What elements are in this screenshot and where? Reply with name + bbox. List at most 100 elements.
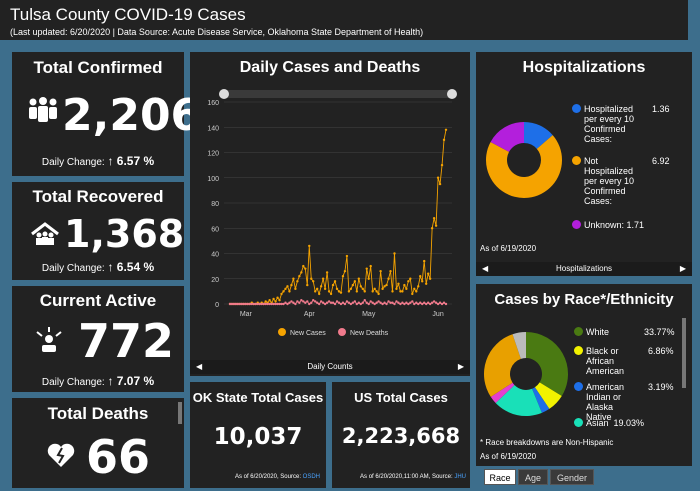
new-cases-point xyxy=(349,287,353,291)
new-cases-point xyxy=(379,269,382,273)
new-cases-point xyxy=(393,252,396,255)
new-cases-point xyxy=(381,287,384,291)
chevron-right-icon[interactable]: ▶ xyxy=(679,264,686,273)
new-cases-point xyxy=(345,254,349,258)
new-deaths-point xyxy=(315,301,319,304)
new-deaths-point xyxy=(317,302,321,306)
new-deaths-point xyxy=(262,302,265,306)
new-deaths-point xyxy=(403,302,406,306)
legend-value: 3.19% xyxy=(648,382,674,392)
new-deaths-point xyxy=(438,301,442,304)
legend-label: Not Hospitalized per every 10 Confirmed … xyxy=(584,156,635,206)
new-cases-point xyxy=(377,292,380,296)
new-deaths-point xyxy=(268,302,271,306)
new-deaths-point xyxy=(436,302,440,306)
legend-label: White xyxy=(586,327,610,337)
tab-race[interactable]: Race xyxy=(484,469,516,485)
x-tick-label: Apr xyxy=(304,311,316,318)
source-link[interactable]: OSDH xyxy=(302,474,320,480)
new-cases-point xyxy=(296,280,299,283)
new-deaths-point xyxy=(347,301,351,304)
scrollbar[interactable] xyxy=(682,318,686,388)
new-cases-point xyxy=(304,267,307,270)
new-deaths-point xyxy=(312,299,315,302)
chevron-right-icon[interactable]: ▶ xyxy=(457,362,464,371)
new-deaths-point xyxy=(413,302,416,306)
new-deaths-point xyxy=(256,302,259,306)
new-cases-point xyxy=(423,259,426,263)
new-cases-point xyxy=(436,176,440,179)
legend-value: 33.77% xyxy=(644,327,675,337)
new-deaths-point xyxy=(426,301,430,304)
new-deaths-point xyxy=(282,302,285,306)
y-tick-label: 80 xyxy=(211,201,219,208)
legend-value: 6.92 xyxy=(652,156,670,166)
card-title: Total Confirmed xyxy=(33,58,163,77)
total-recovered-card: Total Recovered 1,368 Daily Change: ↑ 6.… xyxy=(12,182,184,280)
new-cases-point xyxy=(407,280,410,283)
new-deaths-point xyxy=(405,301,408,304)
donut-slice xyxy=(512,332,526,359)
new-deaths-point xyxy=(343,302,347,306)
legend-label: Hospitalized per every 10 Confirmed Case… xyxy=(584,104,635,144)
y-tick-label: 40 xyxy=(211,252,219,259)
panel-title: Hospitalizations xyxy=(522,59,646,76)
new-deaths-point xyxy=(444,302,448,306)
new-deaths-point xyxy=(300,299,303,302)
new-cases-point xyxy=(286,285,289,288)
new-deaths-point xyxy=(349,302,353,306)
race-panel: Cases by Race*/Ethnicity White 33.77% Bl… xyxy=(476,284,692,466)
chart-title: Daily Cases and Deaths xyxy=(239,59,421,76)
new-cases-point xyxy=(387,277,390,280)
source-note: As of 6/20/2020,11:00 AM, Source: JHU xyxy=(360,474,466,480)
legend-new-cases-swatch xyxy=(278,328,286,336)
dashboard-subtitle: (Last updated: 6/20/2020 | Data Source: … xyxy=(10,27,424,37)
legend-value: 6.86% xyxy=(648,346,674,356)
new-deaths-point xyxy=(242,302,246,306)
new-deaths-point xyxy=(280,302,283,306)
new-deaths-point xyxy=(284,301,287,304)
new-cases-point xyxy=(440,163,444,167)
x-tick-label: Mar xyxy=(240,311,253,318)
chevron-left-icon[interactable]: ◀ xyxy=(196,362,203,371)
new-deaths-point xyxy=(329,301,333,304)
new-cases-point xyxy=(325,271,329,274)
card-title: Total Deaths xyxy=(47,404,149,423)
total-confirmed-card: Total Confirmed 2,206 Daily Change: ↑ 6.… xyxy=(12,52,201,176)
new-deaths-point xyxy=(345,300,349,303)
new-deaths-point xyxy=(399,302,402,306)
new-deaths-point xyxy=(232,302,236,306)
new-cases-point xyxy=(331,283,335,287)
new-deaths-point xyxy=(341,301,345,304)
scrollbar[interactable] xyxy=(178,402,182,424)
us-total-card: US Total Cases 2,223,668 As of 6/20/2020… xyxy=(332,382,470,488)
chevron-left-icon[interactable]: ◀ xyxy=(482,264,489,273)
legend-value: 19.03% xyxy=(613,418,645,428)
new-cases-point xyxy=(302,264,305,268)
tab-gender[interactable]: Gender xyxy=(550,469,594,485)
new-cases-point xyxy=(347,290,351,293)
source-link[interactable]: JHU xyxy=(454,474,466,480)
new-deaths-point xyxy=(371,301,374,304)
new-deaths-point xyxy=(375,301,378,304)
new-deaths-point xyxy=(381,302,384,306)
new-deaths-point xyxy=(323,302,327,306)
new-cases-point xyxy=(333,280,337,283)
hospitalizations-donut-chart xyxy=(486,122,562,198)
new-cases-point xyxy=(421,280,424,283)
new-deaths-point xyxy=(228,302,232,306)
new-cases-point xyxy=(409,277,412,280)
new-deaths-point xyxy=(357,301,361,304)
tab-age[interactable]: Age xyxy=(518,469,548,485)
new-cases-point xyxy=(353,280,357,283)
hospitalizations-panel: Hospitalizations Hospitalized per every … xyxy=(476,52,692,276)
new-deaths-point xyxy=(424,302,428,306)
new-deaths-point xyxy=(276,302,279,306)
new-cases-point xyxy=(363,290,366,293)
new-deaths-point xyxy=(294,302,297,306)
new-cases-point xyxy=(312,280,315,283)
new-cases-point xyxy=(323,287,327,291)
new-deaths-point xyxy=(373,302,376,306)
new-deaths-point xyxy=(415,301,418,304)
donut-slice xyxy=(526,332,568,396)
